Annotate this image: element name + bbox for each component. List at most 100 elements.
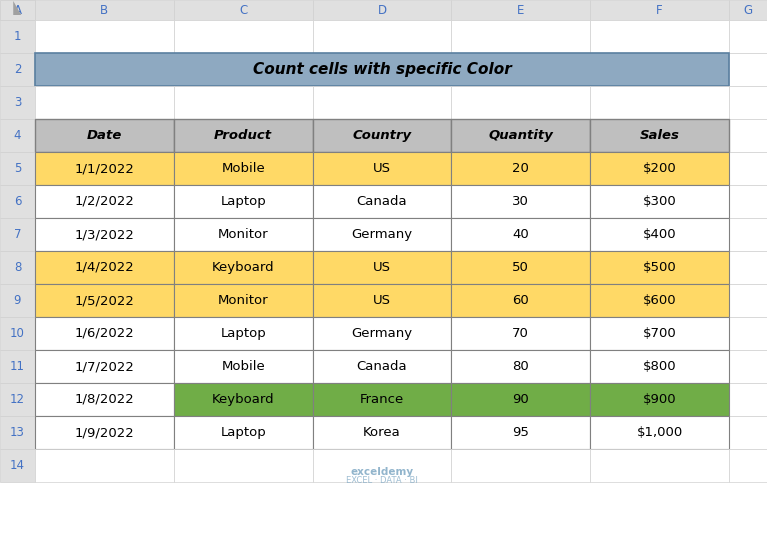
Bar	[0, 185, 35, 218]
Text: Canada: Canada	[357, 360, 407, 373]
Bar	[452, 251, 590, 284]
Bar	[174, 317, 313, 350]
Bar	[729, 416, 767, 449]
Bar	[590, 449, 729, 482]
Text: Count cells with specific Color: Count cells with specific Color	[252, 62, 512, 77]
Text: Laptop: Laptop	[220, 195, 266, 208]
Text: US: US	[373, 261, 391, 274]
Bar	[174, 383, 313, 416]
Text: Date: Date	[87, 129, 122, 142]
Bar	[729, 119, 767, 152]
Text: E: E	[517, 3, 525, 16]
Bar	[313, 350, 452, 383]
Bar	[0, 152, 35, 185]
Bar	[590, 185, 729, 218]
Bar	[174, 20, 313, 53]
Bar	[313, 119, 452, 152]
Bar	[313, 0, 452, 20]
Text: 90: 90	[512, 393, 529, 406]
Text: Country: Country	[353, 129, 412, 142]
Text: 12: 12	[10, 393, 25, 406]
Bar	[590, 284, 729, 317]
Bar	[0, 86, 35, 119]
Text: Laptop: Laptop	[220, 327, 266, 340]
Bar	[729, 383, 767, 416]
Text: 10: 10	[10, 327, 25, 340]
Bar	[174, 185, 313, 218]
Bar	[452, 218, 590, 251]
Text: US: US	[373, 294, 391, 307]
Bar	[35, 0, 174, 20]
Bar	[729, 0, 767, 20]
Bar	[452, 185, 590, 218]
Text: 11: 11	[10, 360, 25, 373]
Text: 95: 95	[512, 426, 529, 439]
Text: $300: $300	[643, 195, 676, 208]
Text: 80: 80	[512, 360, 529, 373]
Bar	[35, 53, 729, 86]
Text: Germany: Germany	[351, 327, 413, 340]
Text: F: F	[657, 3, 663, 16]
Text: Monitor: Monitor	[218, 294, 268, 307]
Bar	[174, 86, 313, 119]
Bar	[729, 53, 767, 86]
Text: Korea: Korea	[363, 426, 401, 439]
Bar	[729, 284, 767, 317]
Text: Keyboard: Keyboard	[212, 261, 275, 274]
Text: 1/6/2022: 1/6/2022	[74, 327, 134, 340]
Text: 1/4/2022: 1/4/2022	[74, 261, 134, 274]
Bar	[35, 317, 174, 350]
Text: 14: 14	[10, 459, 25, 472]
Bar	[313, 317, 452, 350]
Bar	[35, 383, 174, 416]
Bar	[452, 317, 590, 350]
Text: US: US	[373, 162, 391, 175]
Bar	[729, 449, 767, 482]
Text: $1,000: $1,000	[637, 426, 683, 439]
Text: 1/3/2022: 1/3/2022	[74, 228, 134, 241]
Bar	[452, 119, 590, 152]
Bar	[729, 86, 767, 119]
Text: C: C	[239, 3, 247, 16]
Bar	[313, 152, 452, 185]
Text: $800: $800	[643, 360, 676, 373]
Bar	[0, 0, 35, 20]
Bar	[35, 152, 174, 185]
Bar	[35, 416, 174, 449]
Bar	[729, 20, 767, 53]
Text: Canada: Canada	[357, 195, 407, 208]
Text: 30: 30	[512, 195, 529, 208]
Text: Product: Product	[214, 129, 272, 142]
Text: 70: 70	[512, 327, 529, 340]
Bar	[174, 119, 313, 152]
Bar	[590, 20, 729, 53]
Text: 8: 8	[14, 261, 21, 274]
Bar	[452, 416, 590, 449]
Bar	[0, 0, 35, 20]
Bar	[35, 284, 174, 317]
Bar	[590, 383, 729, 416]
Bar	[0, 20, 35, 53]
Bar	[452, 152, 590, 185]
Bar	[590, 0, 729, 20]
Bar	[174, 350, 313, 383]
Text: Sales: Sales	[640, 129, 680, 142]
Bar	[313, 449, 452, 482]
Text: 9: 9	[14, 294, 21, 307]
Bar	[174, 416, 313, 449]
Bar	[174, 218, 313, 251]
Text: $900: $900	[643, 393, 676, 406]
Text: Quantity: Quantity	[489, 129, 553, 142]
Text: B: B	[100, 3, 108, 16]
Bar	[0, 284, 35, 317]
Bar	[729, 251, 767, 284]
Text: 3: 3	[14, 96, 21, 109]
Text: Keyboard: Keyboard	[212, 393, 275, 406]
Bar	[590, 251, 729, 284]
Text: 5: 5	[14, 162, 21, 175]
Bar	[0, 317, 35, 350]
Bar	[590, 350, 729, 383]
Bar	[313, 218, 452, 251]
Text: G: G	[743, 3, 752, 16]
Bar	[174, 152, 313, 185]
